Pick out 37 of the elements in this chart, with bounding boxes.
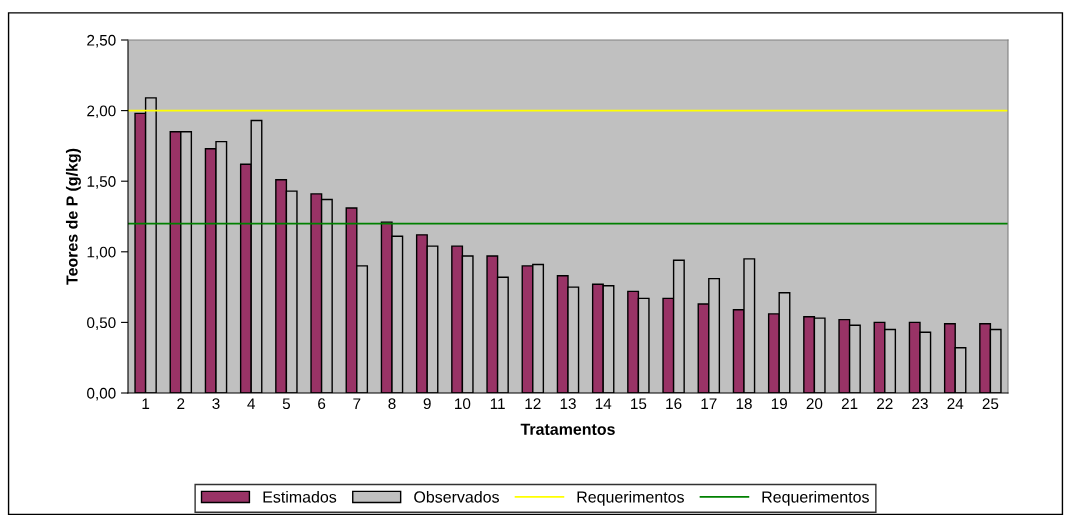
y-tick-label: 0,50 bbox=[87, 317, 116, 330]
x-tick-label: 18 bbox=[736, 398, 752, 410]
x-tick-label: 8 bbox=[388, 398, 396, 410]
legend-label: Estimados bbox=[263, 490, 337, 503]
x-tick-label: 10 bbox=[455, 398, 471, 410]
x-tick-label: 2 bbox=[177, 398, 185, 409]
x-tick-label: 6 bbox=[318, 398, 326, 410]
y-tick-label: 1,00 bbox=[87, 246, 116, 260]
x-tick-label: 14 bbox=[595, 398, 612, 409]
x-axis-title: Tratamentos bbox=[520, 423, 615, 435]
x-tick-label: 15 bbox=[631, 398, 647, 410]
x-tick-label: 20 bbox=[806, 398, 823, 410]
x-tick-label: 7 bbox=[353, 398, 361, 409]
x-tick-label: 1 bbox=[142, 398, 150, 409]
x-tick-label: 16 bbox=[666, 398, 682, 410]
x-tick-label: 17 bbox=[701, 398, 717, 409]
x-tick-label: 11 bbox=[490, 398, 505, 409]
x-tick-label: 4 bbox=[247, 398, 255, 409]
x-tick-label: 21 bbox=[841, 398, 858, 409]
y-tick-label: 1,50 bbox=[87, 176, 116, 189]
x-tick-label: 3 bbox=[212, 398, 220, 410]
legend-label: Requerimentos bbox=[577, 490, 684, 506]
y-tick-label: 0,00 bbox=[87, 387, 116, 401]
y-axis-title: Teores de P (g/kg) bbox=[65, 148, 81, 285]
x-tick-label: 5 bbox=[282, 398, 291, 410]
legend-label: Requerimentos bbox=[762, 490, 869, 506]
x-tick-label: 23 bbox=[912, 398, 928, 410]
legend-label: Observados bbox=[414, 490, 499, 503]
x-tick-label: 13 bbox=[560, 398, 576, 410]
x-tick-label: 9 bbox=[423, 398, 431, 410]
x-tick-label: 12 bbox=[525, 398, 541, 409]
x-tick-label: 22 bbox=[877, 398, 893, 409]
y-tick-label: 2,50 bbox=[87, 34, 116, 48]
x-tick-label: 25 bbox=[982, 398, 999, 410]
y-tick-label: 2,00 bbox=[87, 105, 116, 119]
x-tick-label: 19 bbox=[771, 398, 787, 410]
x-tick-label: 24 bbox=[947, 398, 964, 409]
